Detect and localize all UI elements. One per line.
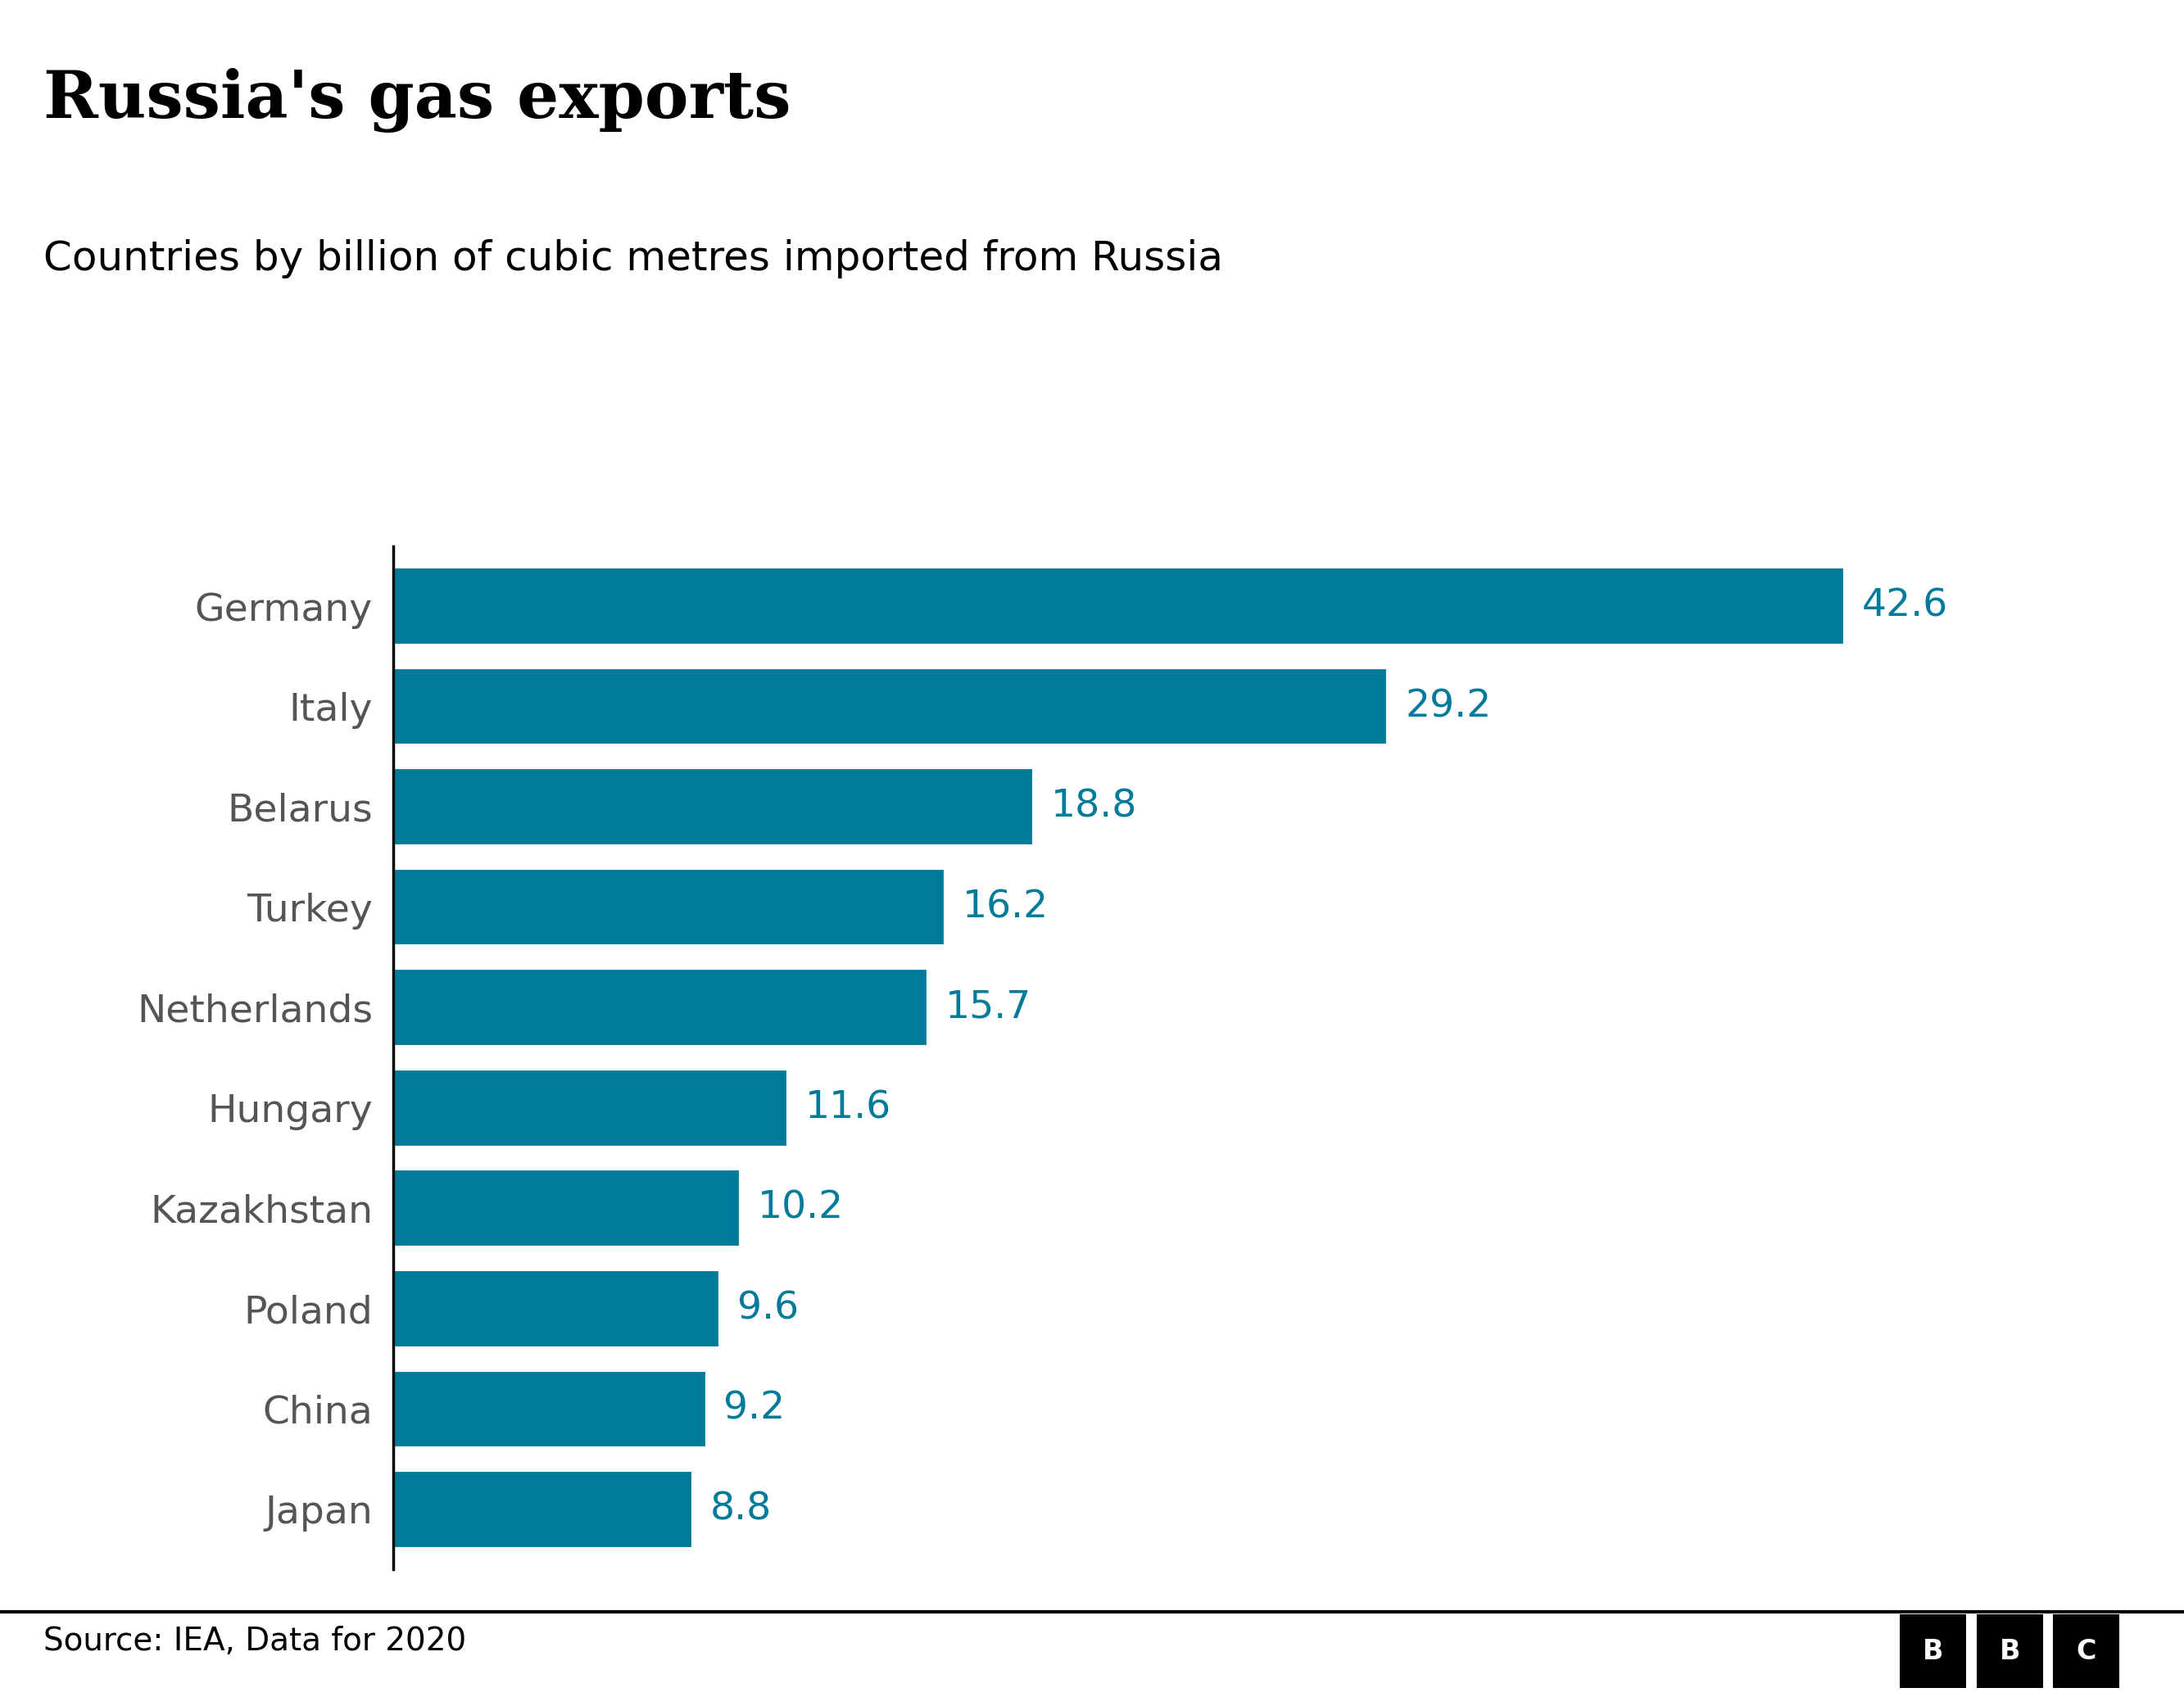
Text: 16.2: 16.2 <box>963 889 1048 926</box>
Text: Source: IEA, Data for 2020: Source: IEA, Data for 2020 <box>44 1626 467 1657</box>
Text: 15.7: 15.7 <box>946 989 1031 1025</box>
Bar <box>393 1471 692 1549</box>
Text: 11.6: 11.6 <box>806 1090 891 1126</box>
Text: C: C <box>2077 1638 2097 1665</box>
Bar <box>393 1269 721 1348</box>
Text: Countries by billion of cubic metres imported from Russia: Countries by billion of cubic metres imp… <box>44 239 1223 278</box>
FancyBboxPatch shape <box>1977 1614 2042 1689</box>
Bar <box>393 1370 708 1448</box>
Bar <box>393 969 928 1047</box>
Text: 18.8: 18.8 <box>1051 788 1138 826</box>
Bar <box>393 868 946 947</box>
Text: Russia's gas exports: Russia's gas exports <box>44 68 791 133</box>
Text: B: B <box>1998 1638 2020 1665</box>
FancyBboxPatch shape <box>1900 1614 1966 1689</box>
Text: 10.2: 10.2 <box>758 1189 843 1227</box>
Bar <box>393 566 1845 645</box>
Text: 9.2: 9.2 <box>723 1390 786 1428</box>
Bar <box>393 1169 740 1247</box>
FancyBboxPatch shape <box>2053 1614 2118 1689</box>
Bar <box>393 667 1389 746</box>
Bar <box>393 768 1033 846</box>
Text: 9.6: 9.6 <box>738 1290 799 1327</box>
Bar <box>393 1068 788 1146</box>
Text: 8.8: 8.8 <box>710 1491 771 1529</box>
Text: 29.2: 29.2 <box>1404 688 1492 725</box>
Text: 42.6: 42.6 <box>1861 587 1948 624</box>
Text: B: B <box>1922 1638 1944 1665</box>
